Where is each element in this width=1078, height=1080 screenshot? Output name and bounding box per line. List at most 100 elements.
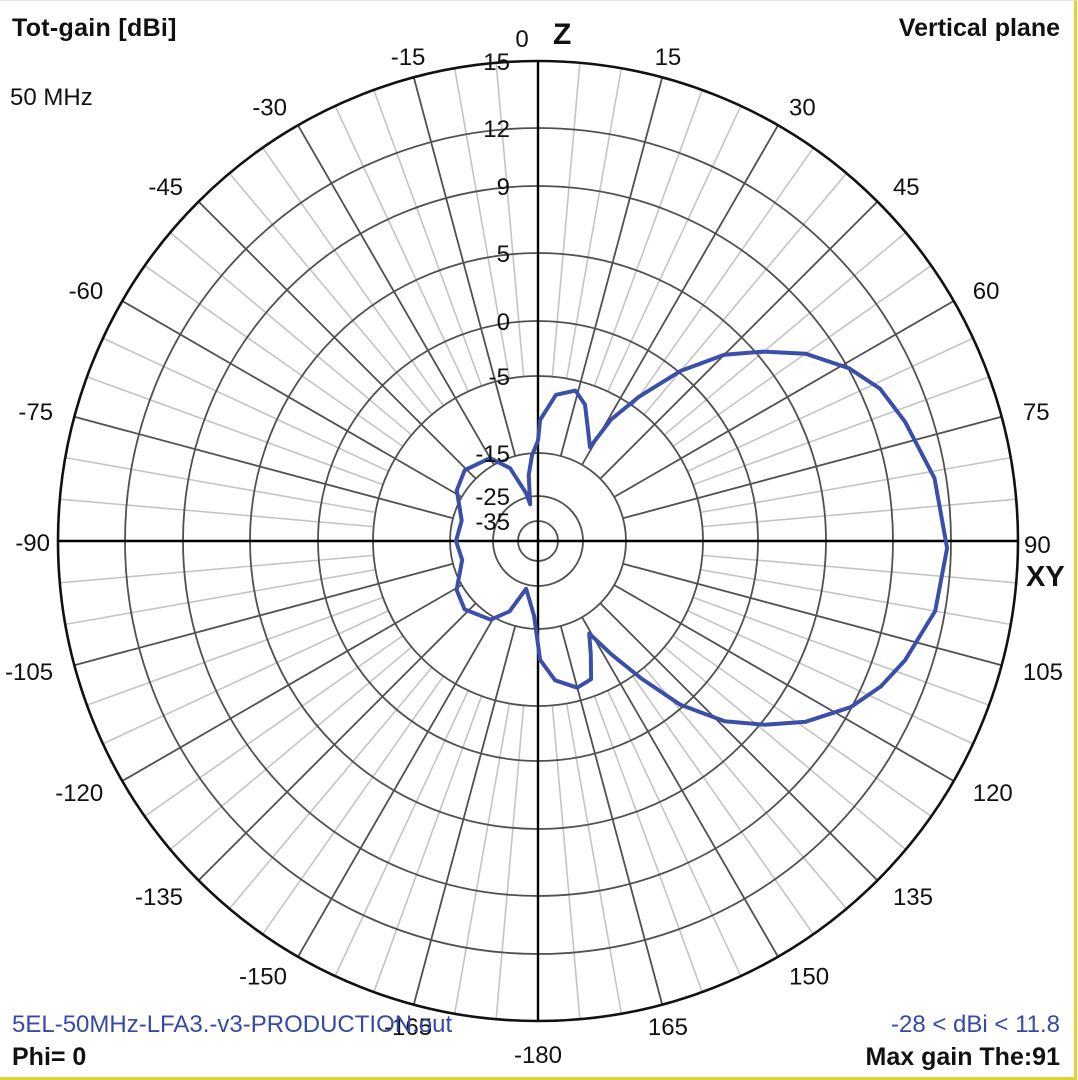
minor-spoke [262, 147, 445, 407]
major-spoke [622, 415, 1002, 520]
major-spoke [581, 616, 779, 958]
radial-label: 0 [497, 309, 510, 336]
angle-label: -165 [384, 1014, 432, 1041]
minor-spoke [687, 610, 974, 745]
minor-spoke [373, 695, 483, 993]
major-spoke [412, 77, 517, 457]
angle-label: -150 [239, 964, 287, 991]
angle-tick-labels: 0153045607590105120135150165-180-165-150… [5, 26, 1063, 1069]
minor-spoke [144, 634, 404, 817]
angle-label: -120 [55, 780, 103, 807]
angle-label: -180 [514, 1042, 562, 1069]
minor-spoke [631, 675, 814, 935]
minor-spoke [565, 68, 623, 379]
major-spoke [121, 584, 463, 782]
minor-spoke [228, 172, 433, 416]
minor-spoke [373, 89, 483, 387]
minor-spoke [228, 666, 433, 910]
minor-spoke [663, 646, 907, 851]
minor-spoke [334, 105, 469, 392]
xy-axis-label: XY [1026, 561, 1065, 593]
minor-spoke [593, 89, 703, 387]
minor-spoke [672, 634, 932, 817]
pattern-line [454, 349, 950, 727]
minor-spoke [495, 62, 525, 377]
angle-label: -30 [252, 94, 287, 121]
minor-spoke [692, 376, 990, 486]
minor-grid-spokes [59, 62, 1017, 1020]
major-spoke [297, 124, 495, 466]
radial-label: -15 [475, 441, 510, 468]
frequency-label: 50 MHz [10, 84, 93, 111]
minor-spoke [702, 498, 1017, 528]
minor-spoke [65, 456, 376, 514]
minor-spoke [700, 456, 1011, 514]
radial-label: 5 [497, 241, 510, 268]
filename-label: 5EL-50MHz-LFA3.-v3-PRODUCTION.out [12, 1011, 453, 1038]
radial-label: 12 [483, 116, 510, 143]
minor-spoke [144, 265, 404, 448]
angle-label: 165 [648, 1014, 688, 1041]
minor-spoke [631, 147, 814, 407]
minor-spoke [663, 231, 907, 436]
radial-label: 9 [497, 174, 510, 201]
minor-spoke [59, 554, 374, 584]
angle-label: -15 [391, 44, 426, 71]
minor-spoke [262, 675, 445, 935]
minor-spoke [643, 666, 848, 910]
angle-label: 105 [1023, 659, 1063, 686]
angle-label: -75 [18, 399, 53, 426]
angle-label: 120 [973, 780, 1013, 807]
angle-label: -135 [135, 884, 183, 911]
minor-spoke [643, 172, 848, 416]
minor-spoke [607, 690, 742, 977]
angle-label: 30 [789, 94, 816, 121]
major-spoke [613, 584, 955, 782]
minor-spoke [551, 62, 581, 377]
minor-spoke [687, 337, 974, 472]
minor-spoke [692, 596, 990, 706]
major-spoke [74, 415, 454, 520]
minor-spoke [551, 705, 581, 1020]
minor-spoke [169, 646, 413, 851]
minor-spoke [102, 610, 389, 745]
major-spoke [121, 300, 463, 498]
minor-spoke [86, 596, 384, 706]
major-spoke [197, 200, 477, 480]
angle-label: 45 [893, 174, 920, 201]
major-spoke [74, 562, 454, 667]
minor-spoke [607, 105, 742, 392]
angle-label: 0 [515, 26, 528, 53]
minor-spoke [86, 376, 384, 486]
radial-label: -25 [475, 484, 510, 511]
minor-spoke [593, 695, 703, 993]
angle-label: 75 [1023, 399, 1050, 426]
angle-label: 150 [789, 964, 829, 991]
major-spoke [599, 200, 879, 480]
minor-spoke [453, 68, 511, 379]
angle-label: 135 [893, 884, 933, 911]
minor-spoke [565, 703, 623, 1014]
angle-label: -105 [5, 659, 53, 686]
angle-label: -60 [69, 278, 104, 305]
angle-label: 60 [973, 278, 1000, 305]
z-axis-label: Z [553, 18, 571, 51]
major-spoke [613, 300, 955, 498]
minor-spoke [65, 568, 376, 626]
plane-title: Vertical plane [898, 14, 1060, 42]
radial-label: -35 [475, 509, 510, 536]
radial-label: 15 [483, 49, 510, 76]
angle-label: 15 [655, 44, 682, 71]
angle-label: -90 [15, 530, 50, 557]
minor-spoke [334, 690, 469, 977]
max-gain-label: Max gain The:91 [865, 1043, 1061, 1071]
minor-spoke [700, 568, 1011, 626]
major-spoke [622, 562, 1002, 667]
angle-label: -45 [148, 174, 183, 201]
major-spoke [197, 602, 477, 882]
gain-range-label: -28 < dBi < 11.8 [890, 1011, 1060, 1038]
minor-spoke [672, 265, 932, 448]
major-spoke [599, 602, 879, 882]
major-spoke [581, 124, 779, 466]
